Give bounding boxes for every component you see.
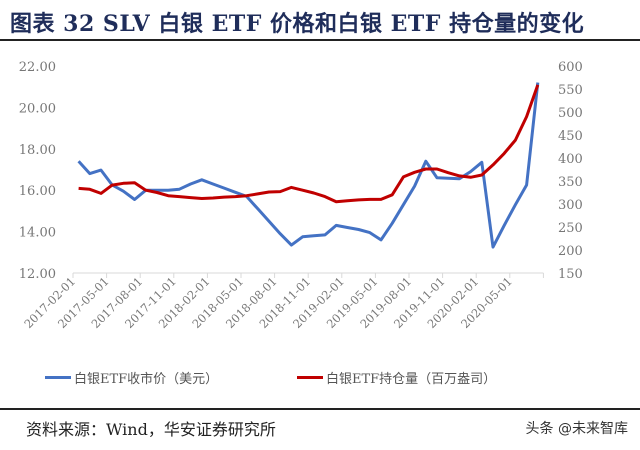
y-right-tick-label: 150 xyxy=(558,267,583,282)
chart-svg: 2017-02-012017-05-012017-08-012017-11-01… xyxy=(19,60,583,331)
price-series-line xyxy=(77,82,540,249)
y-right-tick-label: 550 xyxy=(558,83,583,98)
y-left-tick-label: 12.00 xyxy=(19,267,56,282)
y-left-tick-label: 16.00 xyxy=(19,184,56,199)
y-left-tick-label: 18.00 xyxy=(19,143,56,158)
y-right-tick-label: 350 xyxy=(558,175,583,190)
footer-divider xyxy=(0,408,640,410)
legend-swatch-red xyxy=(297,376,323,379)
y-right-tick-label: 200 xyxy=(558,244,583,259)
legend-label: 白银ETF收市价（美元） xyxy=(74,372,219,387)
source-note: 资料来源：Wind，华安证券研究所 xyxy=(26,420,276,439)
legend-label: 白银ETF持仓量（百万盎司） xyxy=(326,372,497,387)
watermark: 头条 @未来智库 xyxy=(525,421,628,437)
chart-title: 图表 32 SLV 白银 ETF 价格和白银 ETF 持仓量的变化 xyxy=(10,11,585,37)
y-right-tick-label: 400 xyxy=(558,152,583,167)
title-divider xyxy=(0,39,640,41)
holdings-series-line xyxy=(78,84,540,204)
legend-item-price: 白银ETF收市价（美元） xyxy=(45,368,218,387)
y-right-tick-label: 600 xyxy=(558,60,583,75)
legend-item-holdings: 白银ETF持仓量（百万盎司） xyxy=(297,368,496,387)
y-left-tick-label: 22.00 xyxy=(19,60,56,75)
y-right-tick-label: 500 xyxy=(558,106,583,121)
y-right-tick-label: 450 xyxy=(558,129,583,144)
y-right-tick-label: 250 xyxy=(558,221,583,236)
legend-swatch-blue xyxy=(45,376,71,379)
y-left-tick-label: 14.00 xyxy=(19,226,56,241)
y-right-tick-label: 300 xyxy=(558,198,583,213)
y-left-tick-label: 20.00 xyxy=(19,101,56,116)
